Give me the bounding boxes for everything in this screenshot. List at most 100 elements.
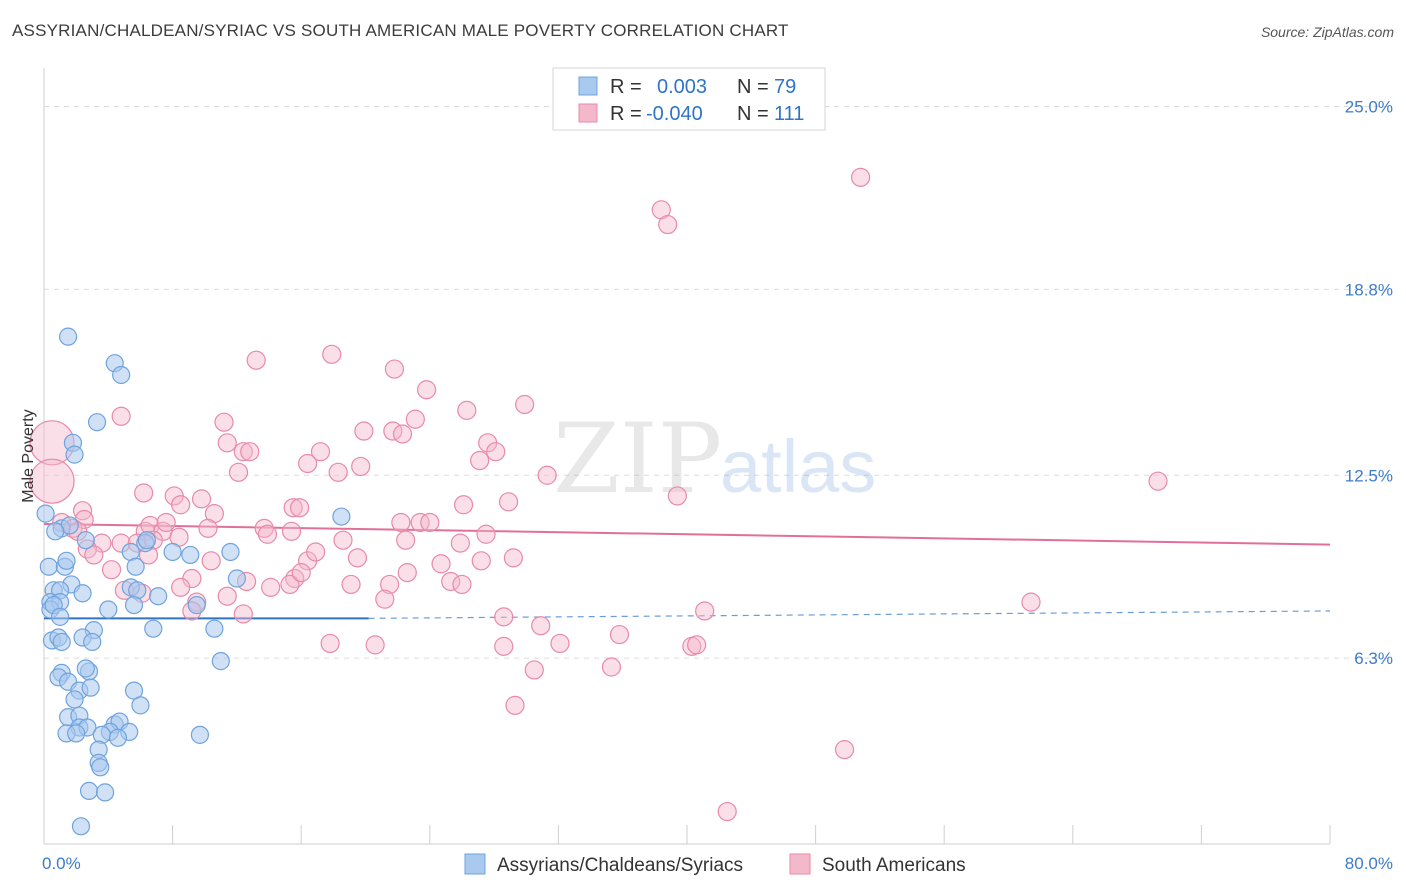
x-tick-label-max: 80.0% xyxy=(1345,854,1393,873)
point-south-american-66 xyxy=(84,545,104,565)
point-assyrian-14 xyxy=(163,542,182,562)
y-tick-label-2: 18.8% xyxy=(1345,280,1393,299)
point-assyrian-3 xyxy=(87,413,107,432)
point-south-american-80 xyxy=(261,577,281,597)
bottom-legend-swatch-pink xyxy=(789,853,811,875)
watermark-zip: ZIP xyxy=(553,403,722,515)
point-south-american-24 xyxy=(470,450,490,471)
point-assyrian-43 xyxy=(52,632,71,652)
point-south-american-98 xyxy=(1021,592,1041,612)
point-south-american-48 xyxy=(257,524,278,544)
point-south-american-31 xyxy=(134,483,154,503)
point-south-american-9 xyxy=(111,406,131,426)
point-south-american-7 xyxy=(515,394,535,415)
point-south-american-70 xyxy=(306,542,326,562)
bottom-legend: Assyrians/Chaldeans/Syriacs South Americ… xyxy=(464,853,966,876)
point-south-american-95 xyxy=(494,607,514,627)
point-south-american-36 xyxy=(289,498,310,518)
point-south-american-23 xyxy=(351,456,371,477)
legend-n-label-1: N = xyxy=(737,76,769,98)
point-south-american-47 xyxy=(254,518,274,538)
point-south-american-75 xyxy=(101,560,122,580)
point-south-american-11 xyxy=(405,409,425,429)
point-assyrian-46 xyxy=(211,652,230,671)
point-south-american-73 xyxy=(471,551,491,571)
x-tick-label-min: 0.0% xyxy=(42,854,81,873)
point-assyrian-18 xyxy=(39,557,58,576)
point-assyrian-27 xyxy=(128,581,147,600)
point-south-american-34 xyxy=(191,489,212,509)
source-label: Source: ZipAtlas.com xyxy=(1260,24,1394,40)
point-south-american-49 xyxy=(281,521,302,541)
point-south-american-14 xyxy=(392,424,413,444)
point-south-american-92 xyxy=(375,589,395,609)
point-south-american-17 xyxy=(233,442,253,462)
point-south-american-109 xyxy=(834,740,855,760)
point-assyrian-75 xyxy=(71,817,91,836)
point-south-american-85 xyxy=(441,571,461,592)
point-south-american-38 xyxy=(498,492,519,512)
point-assyrian-64 xyxy=(92,725,111,744)
point-south-american-37 xyxy=(453,495,474,515)
tick-labels: 6.3% 12.5% 18.8% 25.0% 0.0% 80.0% xyxy=(42,98,1393,873)
point-south-american-72 xyxy=(431,554,451,574)
point-south-american-10 xyxy=(214,412,234,432)
point-south-american-102 xyxy=(494,636,514,656)
point-assyrian-54 xyxy=(65,690,84,709)
point-assyrian-0 xyxy=(59,327,78,346)
legend-n-value-2: 111 xyxy=(774,103,804,125)
point-south-american-21 xyxy=(486,442,506,462)
point-assyrian-56 xyxy=(131,696,150,715)
point-assyrian-34 xyxy=(99,600,118,619)
legend-swatch-blue xyxy=(578,76,598,96)
point-south-american-29 xyxy=(1148,471,1168,491)
point-assyrian-20 xyxy=(57,551,76,570)
point-south-american-16 xyxy=(217,433,237,453)
point-south-american-94 xyxy=(233,604,253,624)
point-south-american-19 xyxy=(310,442,331,462)
point-south-american-46 xyxy=(156,512,176,533)
point-south-american-30 xyxy=(667,486,687,506)
point-south-american-64 xyxy=(476,524,496,544)
point-assyrian-15 xyxy=(181,545,200,565)
point-south-american-22 xyxy=(298,453,318,474)
point-assyrian-2 xyxy=(112,365,131,385)
bottom-legend-swatch-blue xyxy=(464,853,486,875)
point-south-american-68 xyxy=(201,551,221,571)
point-south-american-103 xyxy=(550,633,570,654)
y-tick-label-1: 12.5% xyxy=(1345,466,1393,485)
point-assyrian-39 xyxy=(144,619,163,638)
point-south-american-108 xyxy=(505,695,525,715)
point-south-american-60 xyxy=(198,518,218,538)
point-assyrian-5 xyxy=(65,445,84,464)
point-south-american-79 xyxy=(280,574,300,595)
point-assyrian-50 xyxy=(76,659,95,678)
point-south-american-91 xyxy=(217,586,237,606)
point-assyrian-45 xyxy=(83,632,102,652)
legend: R = 0.003 N = 79 R = -0.040 N = 111 xyxy=(552,67,826,131)
svg-text:R =: R = xyxy=(610,76,642,98)
point-south-american-84 xyxy=(397,563,417,583)
point-south-american-101 xyxy=(365,635,385,655)
point-assyrian-74 xyxy=(95,783,115,802)
point-assyrian-29 xyxy=(227,569,246,588)
point-south-american-2 xyxy=(658,214,678,235)
point-south-american-51 xyxy=(410,512,430,533)
point-south-american-5 xyxy=(384,359,405,379)
point-south-american-81 xyxy=(291,563,311,583)
point-assyrian-73 xyxy=(79,781,99,801)
point-south-american-99 xyxy=(609,624,630,645)
legend-r-value-1: 0.003 xyxy=(657,76,707,98)
y-tick-label-3: 25.0% xyxy=(1345,98,1393,117)
point-south-american-27 xyxy=(328,462,348,482)
point-south-american-97 xyxy=(695,601,715,621)
point-south-american-96 xyxy=(531,616,551,636)
point-assyrian-36 xyxy=(187,595,206,615)
point-south-american-12 xyxy=(354,421,374,441)
point-south-american-0 xyxy=(851,167,871,187)
point-south-american-52 xyxy=(420,512,440,533)
point-assyrian-55 xyxy=(81,678,100,697)
point-south-american-61 xyxy=(333,530,353,550)
point-assyrian-69 xyxy=(190,725,210,744)
point-south-american-83 xyxy=(380,574,400,595)
